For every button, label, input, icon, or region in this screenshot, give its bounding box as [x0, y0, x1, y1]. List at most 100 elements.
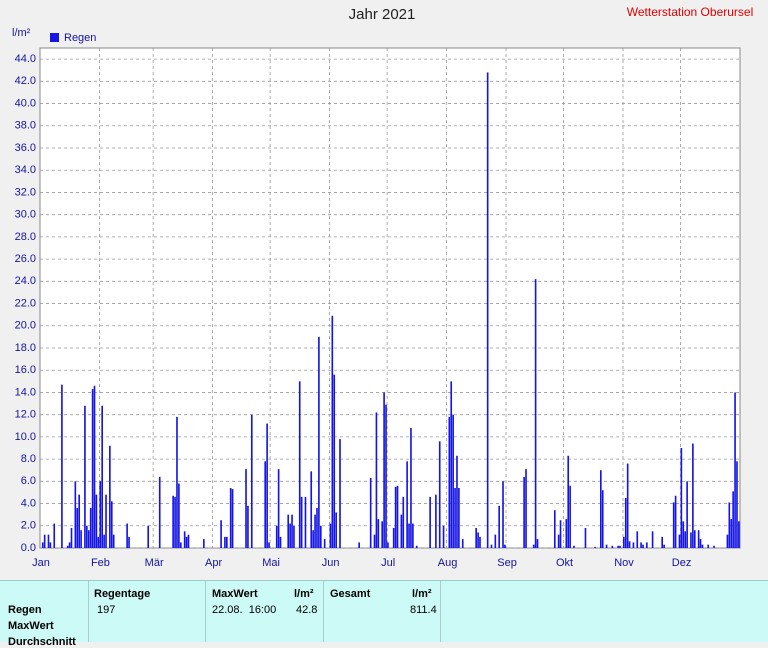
bar: [277, 469, 280, 548]
bar: [461, 539, 464, 548]
bar: [452, 414, 454, 548]
bar: [392, 528, 395, 548]
bar: [358, 542, 360, 548]
bar: [640, 542, 642, 548]
cell: 811.4: [410, 604, 437, 616]
bar: [329, 523, 332, 548]
y-tick-label: 28.0: [15, 231, 36, 243]
x-tick-label: Sep: [497, 557, 517, 569]
y-tick-label: 2.0: [21, 520, 36, 532]
bar: [394, 486, 397, 548]
bar: [298, 381, 301, 548]
y-tick-label: 12.0: [15, 409, 36, 421]
bar: [600, 470, 602, 548]
y-tick-label: 44.0: [15, 53, 36, 65]
bar: [594, 546, 596, 548]
bar: [310, 471, 313, 548]
bar: [636, 531, 639, 548]
bar: [316, 508, 318, 548]
bar: [732, 491, 734, 548]
bar: [502, 481, 504, 548]
y-tick-label: 22.0: [15, 297, 36, 309]
bar: [369, 478, 372, 548]
x-tick-label: Apr: [205, 557, 222, 569]
bar: [70, 528, 73, 548]
x-tick-label: Jul: [381, 557, 395, 569]
bar: [78, 494, 80, 548]
y-tick-label: 8.0: [21, 453, 36, 465]
row-label: MaxWert: [8, 620, 54, 632]
bar: [68, 542, 71, 548]
bar: [628, 541, 631, 548]
bar: [619, 545, 621, 548]
bar: [713, 545, 715, 548]
bar: [553, 510, 556, 548]
bar: [435, 494, 437, 548]
bar: [565, 519, 568, 548]
chart: Jahr 2021 Wetterstation Oberursel l/m² R…: [12, 5, 753, 569]
bar: [291, 514, 293, 548]
bar: [699, 539, 702, 548]
bar: [523, 476, 525, 548]
bar: [293, 525, 295, 548]
bar: [479, 536, 481, 548]
col-divider: [440, 581, 441, 642]
bar: [66, 545, 69, 548]
bar: [110, 501, 113, 548]
bar: [559, 520, 562, 548]
bar: [684, 531, 687, 548]
bar: [412, 523, 414, 548]
bar: [674, 495, 677, 548]
legend-label: Regen: [64, 32, 96, 44]
bar: [147, 525, 150, 548]
bar: [682, 521, 685, 548]
bar: [429, 496, 431, 548]
bar: [49, 542, 52, 548]
x-tick-label: Okt: [556, 557, 573, 569]
bar: [229, 488, 232, 548]
bar: [738, 521, 740, 548]
bar: [494, 534, 497, 548]
bar: [250, 414, 253, 548]
bar: [567, 455, 570, 548]
y-tick-label: 38.0: [15, 120, 36, 132]
x-tick-label: Dez: [672, 557, 692, 569]
bar: [323, 539, 326, 548]
bar: [287, 514, 290, 548]
bar: [105, 494, 107, 548]
bar: [410, 428, 412, 548]
bar: [375, 412, 378, 548]
chart-title: Jahr 2021: [349, 6, 416, 23]
bar: [226, 536, 228, 548]
row-label: Regen: [8, 604, 42, 616]
bar: [726, 534, 729, 548]
bar: [605, 544, 608, 548]
bar: [331, 315, 334, 548]
y-tick-label: 10.0: [15, 431, 36, 443]
bar: [97, 536, 100, 548]
x-tick-label: Aug: [438, 557, 458, 569]
bar: [734, 392, 736, 548]
bar: [203, 539, 205, 548]
bar: [99, 481, 102, 548]
y-tick-label: 20.0: [15, 320, 36, 332]
y-tick-label: 30.0: [15, 209, 36, 221]
bar: [381, 521, 383, 548]
bar: [651, 531, 654, 548]
col-divider: [88, 581, 89, 642]
bar: [185, 536, 188, 548]
bar: [569, 485, 571, 548]
header-cell: MaxWert: [212, 588, 258, 600]
bar: [525, 469, 527, 548]
bar: [109, 445, 111, 548]
bar: [680, 448, 683, 548]
header-cell: Regentage: [94, 588, 151, 600]
bar: [396, 485, 399, 548]
bar: [86, 525, 88, 548]
y-tick-label: 42.0: [15, 75, 36, 87]
bar: [320, 525, 322, 548]
cell: 22.08. 16:00: [212, 604, 277, 616]
bar: [93, 385, 96, 548]
y-tick-label: 26.0: [15, 253, 36, 265]
bar: [101, 405, 103, 548]
